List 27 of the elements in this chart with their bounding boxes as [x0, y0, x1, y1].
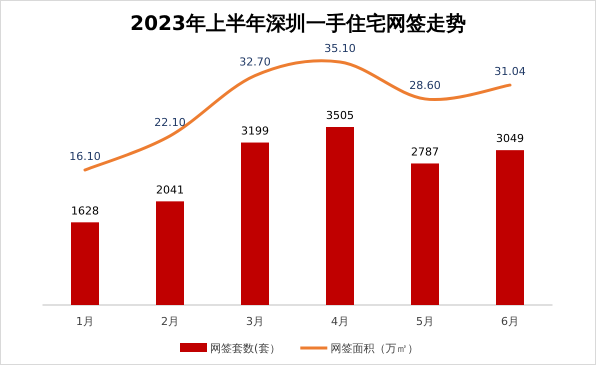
data-label: 31.04	[494, 65, 526, 78]
data-label: 28.60	[409, 78, 441, 92]
x-tick-label: 5月	[416, 315, 434, 328]
x-tick-label: 2月	[161, 315, 179, 328]
data-label: 22.10	[154, 116, 186, 129]
bar	[496, 150, 524, 305]
data-label: 2041	[156, 183, 184, 196]
x-tick-label: 4月	[331, 315, 349, 328]
data-label: 16.10	[69, 150, 101, 163]
x-tick-label: 3月	[246, 315, 264, 328]
legend-label: 网签套数(套）	[210, 342, 280, 355]
data-label: 32.70	[239, 56, 271, 69]
bar	[71, 222, 99, 305]
data-label: 3505	[326, 109, 354, 122]
data-label: 35.10	[324, 42, 356, 55]
data-label: 3199	[241, 124, 269, 138]
chart-title: 2023年上半年深圳一手住宅网签走势	[130, 11, 466, 35]
bar	[411, 163, 439, 305]
data-label: 3049	[496, 132, 524, 146]
bar	[326, 127, 354, 305]
data-label: 2787	[411, 145, 439, 158]
data-label: 1628	[71, 204, 99, 218]
legend-label: 网签面积（万㎡）	[330, 342, 418, 355]
bar	[241, 142, 269, 305]
x-tick-label: 1月	[76, 315, 94, 328]
x-tick-label: 6月	[501, 315, 519, 328]
bar	[156, 201, 184, 305]
